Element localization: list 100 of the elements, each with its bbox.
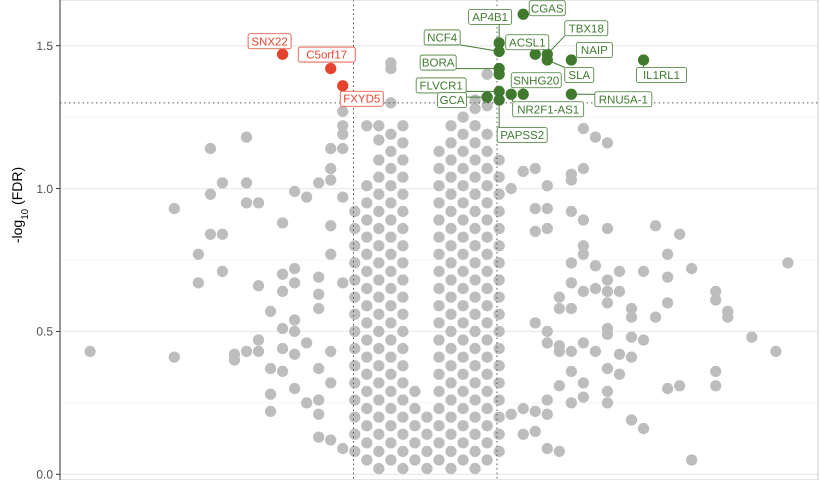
point (313, 362, 324, 374)
point (313, 408, 324, 420)
point (674, 228, 686, 240)
point (397, 137, 409, 148)
point (288, 382, 300, 394)
point (445, 154, 457, 166)
point (361, 197, 372, 208)
data-label: BORA (422, 58, 455, 70)
point (373, 292, 384, 303)
point (457, 352, 469, 363)
point (445, 446, 457, 458)
point (457, 128, 469, 140)
point (361, 386, 372, 398)
point (506, 182, 517, 194)
point (662, 297, 674, 308)
point (433, 334, 445, 346)
point (397, 446, 409, 458)
point (84, 346, 96, 358)
point (457, 402, 469, 414)
point (264, 388, 276, 400)
point (469, 446, 481, 458)
point (445, 206, 457, 218)
point (397, 172, 409, 183)
point (481, 368, 493, 380)
point (240, 197, 252, 208)
point (397, 326, 409, 338)
point (337, 106, 348, 118)
point (397, 412, 409, 423)
point (566, 302, 577, 314)
point (590, 260, 602, 272)
point (457, 180, 469, 192)
point (457, 454, 469, 466)
point (457, 248, 469, 260)
point (361, 437, 372, 448)
point (325, 377, 336, 388)
point (337, 192, 348, 203)
point (542, 202, 553, 214)
point (373, 257, 384, 268)
point (445, 188, 457, 200)
data-label: SLA (568, 70, 590, 82)
point (481, 282, 493, 294)
point (421, 428, 433, 440)
point (373, 308, 384, 320)
point (349, 394, 360, 406)
point (313, 288, 324, 300)
point (445, 292, 457, 303)
point (421, 412, 433, 423)
point (578, 162, 590, 174)
data-label: GCA (440, 95, 465, 108)
point (469, 342, 481, 354)
point (361, 317, 372, 328)
point (276, 268, 288, 280)
point (276, 286, 288, 298)
point (397, 428, 409, 440)
point (481, 232, 493, 243)
point (361, 266, 372, 278)
point (433, 386, 445, 398)
point (494, 257, 505, 268)
point (481, 162, 493, 174)
y-tick-label: 0.0 (36, 467, 54, 480)
point (433, 266, 445, 278)
point (216, 228, 228, 240)
point (494, 188, 505, 200)
point (554, 380, 565, 392)
point (494, 222, 505, 234)
point (397, 308, 409, 320)
point (325, 220, 336, 232)
point (276, 48, 288, 60)
point (481, 402, 493, 414)
point (385, 454, 397, 466)
point (433, 162, 445, 174)
point (409, 386, 421, 398)
point (578, 122, 590, 134)
point (276, 342, 288, 354)
point (445, 257, 457, 268)
point (494, 446, 505, 458)
point (276, 366, 288, 378)
point (421, 462, 433, 474)
point (481, 334, 493, 346)
point (385, 232, 397, 243)
point (373, 342, 384, 354)
point (530, 162, 541, 174)
point (252, 197, 264, 208)
point (361, 420, 372, 432)
point (481, 68, 493, 80)
point (590, 132, 602, 143)
point (542, 394, 553, 406)
point (204, 188, 216, 200)
point (469, 412, 481, 423)
point (494, 240, 505, 252)
point (469, 292, 481, 303)
point (614, 266, 626, 278)
point (349, 240, 360, 252)
point (494, 326, 505, 338)
y-tick-label: 1.0 (36, 182, 54, 196)
point (252, 280, 264, 292)
point (494, 154, 505, 166)
point (457, 112, 469, 123)
point (433, 317, 445, 328)
point (373, 326, 384, 338)
